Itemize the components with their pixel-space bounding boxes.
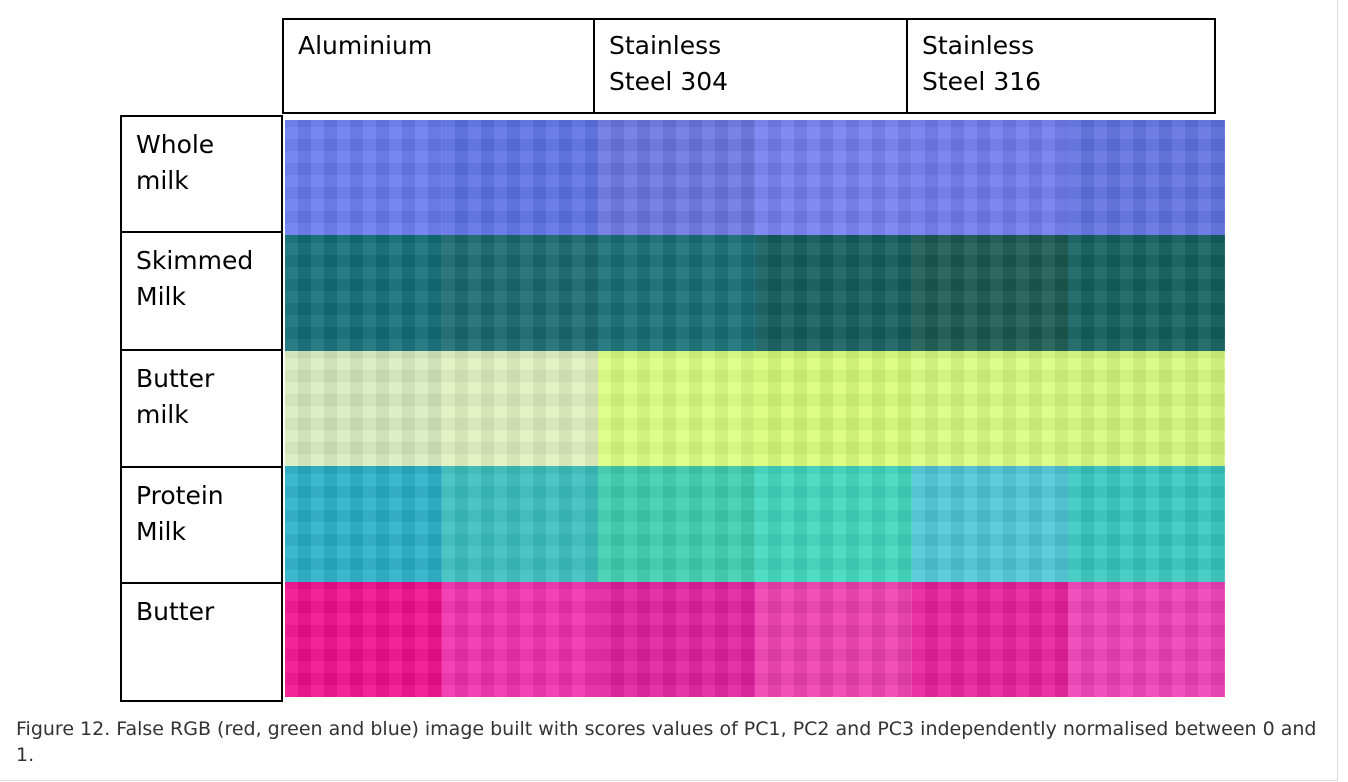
column-header: Stainless Steel 316 <box>906 18 1216 114</box>
row-label: Protein Milk <box>120 466 283 584</box>
row-label: Butter milk <box>120 349 283 468</box>
row-label: Butter <box>120 582 283 702</box>
column-header: Stainless Steel 304 <box>593 18 908 114</box>
row-label: Whole milk <box>120 115 283 233</box>
figure: Aluminium Stainless Steel 304 Stainless … <box>0 0 1338 781</box>
row-label: Skimmed Milk <box>120 231 283 351</box>
false-rgb-image <box>285 120 1225 697</box>
caption: Figure 12. False RGB (red, green and blu… <box>16 716 1326 768</box>
column-header: Aluminium <box>282 18 595 114</box>
